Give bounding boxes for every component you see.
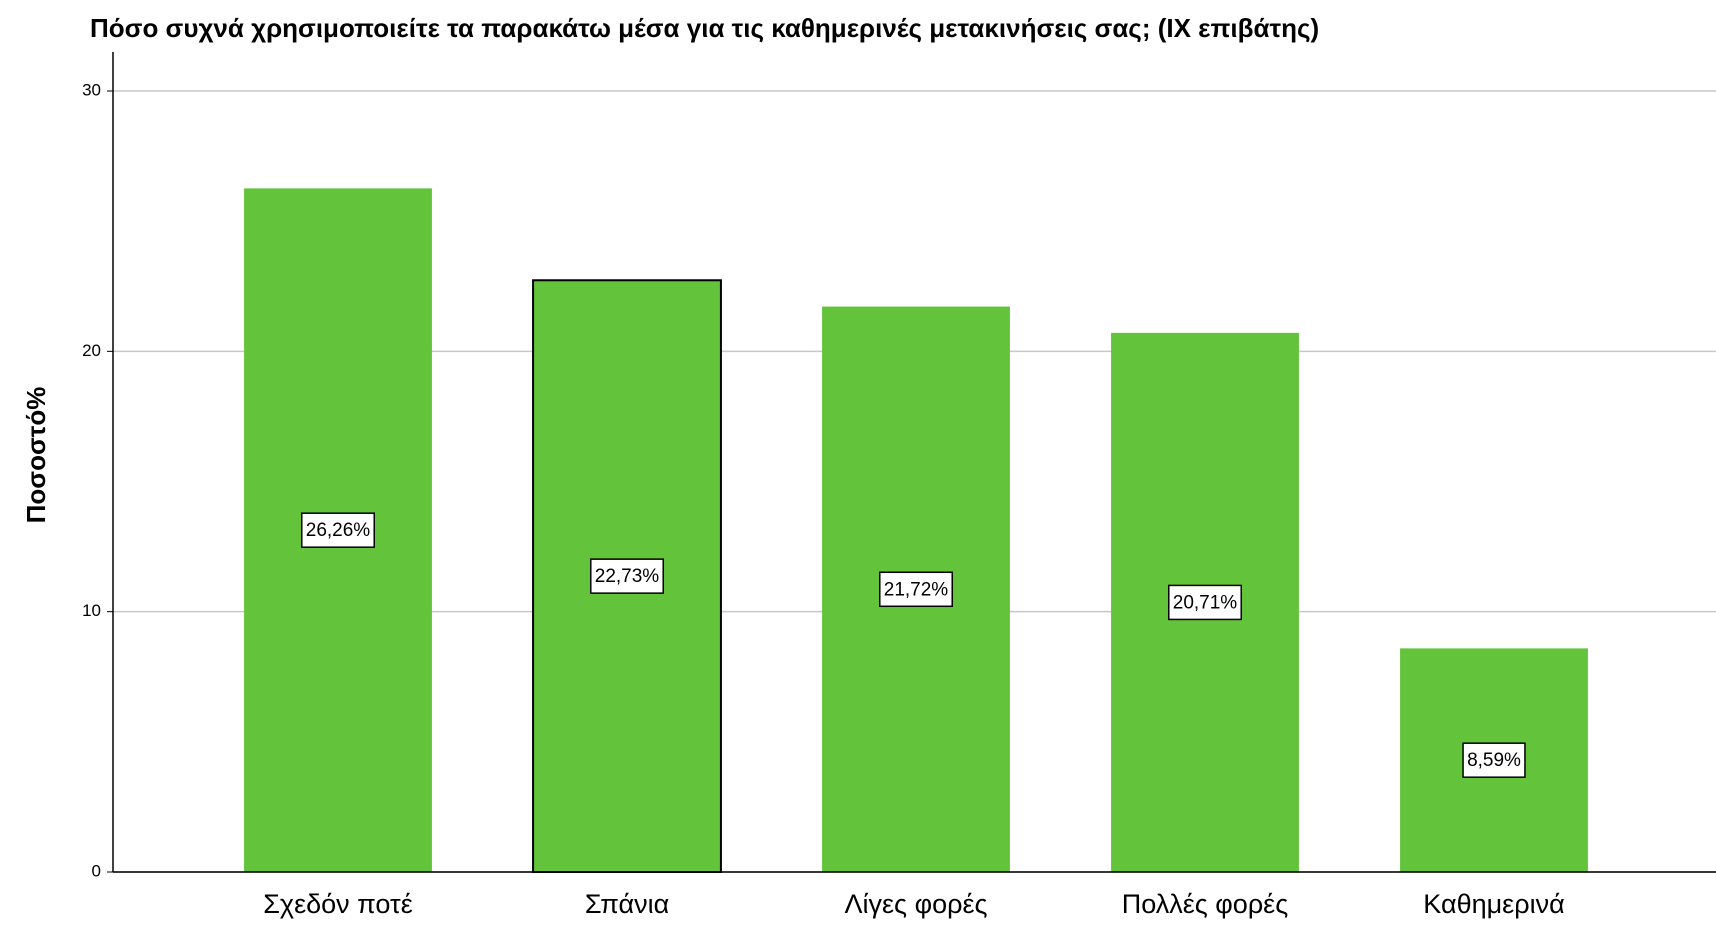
y-tick-label: 10 (82, 601, 101, 620)
y-axis-label: Ποσοστό% (21, 387, 51, 524)
value-label: 21,72% (884, 579, 949, 600)
x-tick-label: Σπάνια (585, 889, 669, 919)
chart-title: Πόσο συχνά χρησιμοποιείτε τα παρακάτω μέ… (90, 13, 1319, 43)
value-label: 26,26% (306, 520, 371, 541)
value-label-box (1168, 584, 1242, 621)
value-label-box (590, 558, 664, 594)
value-label-box (1462, 742, 1526, 778)
x-tick-label: Λίγες φορές (844, 889, 987, 919)
value-label: 20,71% (1173, 592, 1238, 613)
value-label-box (879, 571, 953, 608)
y-tick-label: 30 (82, 80, 101, 99)
y-tick-label: 20 (82, 341, 101, 360)
value-label: 22,73% (595, 566, 660, 587)
value-label: 8,59% (1467, 750, 1521, 771)
x-tick-label: Καθημερινά (1423, 889, 1564, 919)
y-tick-label: 0 (92, 861, 101, 880)
x-tick-label: Σχεδόν ποτέ (263, 889, 413, 919)
x-tick-label: Πολλές φορές (1122, 889, 1288, 919)
value-label-box (301, 512, 375, 548)
